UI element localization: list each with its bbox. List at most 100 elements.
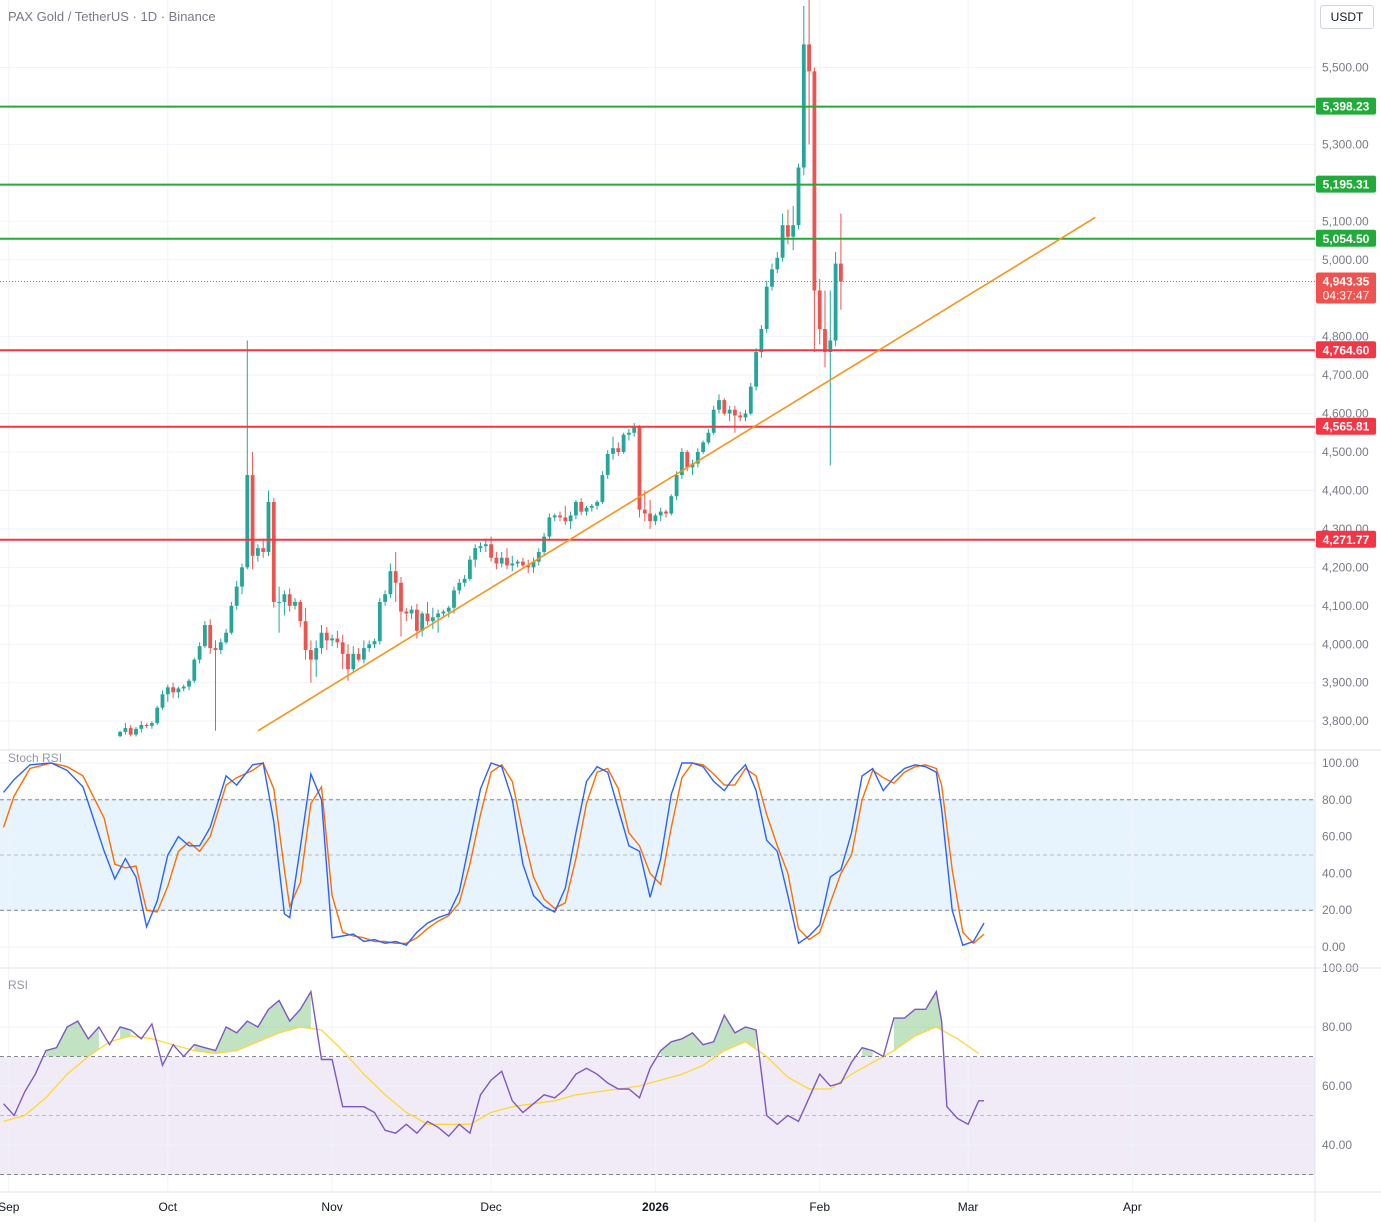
- candle-body: [256, 548, 260, 556]
- y-tick-label: 5,000.00: [1322, 253, 1369, 267]
- candle-body: [224, 632, 228, 643]
- support-price-tag: [1316, 341, 1376, 359]
- candle-body: [160, 694, 165, 708]
- candle-body: [685, 452, 690, 468]
- candle-body: [436, 613, 440, 618]
- candle-body: [542, 536, 546, 552]
- candle-body: [711, 409, 716, 433]
- candle-body: [261, 548, 266, 552]
- candle-body: [187, 680, 191, 687]
- candle-body: [420, 613, 425, 631]
- candle-body: [706, 432, 711, 443]
- resistance-price-tag: [1316, 229, 1376, 247]
- candle-body: [796, 167, 801, 226]
- candle-body: [733, 409, 737, 416]
- candle-body: [499, 557, 504, 564]
- candle-body: [738, 415, 743, 418]
- stoch-d-line: [2, 761, 985, 945]
- support-price-tag: [1316, 417, 1376, 435]
- candle-body: [377, 601, 382, 642]
- candle-body: [181, 686, 186, 689]
- candle-body: [616, 448, 621, 452]
- y-tick-label: 4,700.00: [1322, 368, 1369, 382]
- candle-body: [648, 513, 652, 522]
- candle-body: [674, 475, 679, 497]
- candle-body: [356, 653, 361, 660]
- rsi-overbought-fill: [893, 991, 942, 1051]
- candle-body: [415, 609, 419, 631]
- last-price-tag: [1316, 272, 1376, 304]
- candle-body: [144, 724, 149, 726]
- candle-body: [632, 427, 637, 433]
- candle-body: [627, 432, 631, 435]
- candle-body: [817, 290, 822, 329]
- resistance-price-tag: [1316, 97, 1376, 115]
- candle-body: [611, 448, 615, 454]
- x-tick-label: Dec: [480, 1200, 501, 1214]
- candle-body: [298, 601, 303, 622]
- y-tick-label: 4,000.00: [1322, 637, 1369, 651]
- y-tick-label: 4,100.00: [1322, 599, 1369, 613]
- rsi-tick-label: 80.00: [1322, 1020, 1352, 1034]
- stoch-tick-label: 20.00: [1322, 903, 1352, 917]
- countdown-label: 04:37:47: [1323, 289, 1370, 303]
- candle-body: [399, 582, 403, 612]
- candle-body: [701, 442, 705, 452]
- currency-button[interactable]: USDT: [1320, 5, 1374, 29]
- stoch-k-line: [2, 762, 985, 947]
- candle-body: [483, 544, 488, 547]
- rsi-band-fill: [0, 1057, 1315, 1175]
- candle-body: [468, 559, 472, 579]
- y-tick-label: 3,800.00: [1322, 714, 1369, 728]
- candle-body: [536, 551, 541, 562]
- candle-body: [123, 728, 128, 732]
- candle-body: [563, 517, 568, 522]
- support-price-label: 4,764.60: [1323, 343, 1370, 357]
- chart-title: PAX Gold / TetherUS · 1D · Binance: [8, 9, 216, 24]
- x-tick-label: Sep: [0, 1200, 20, 1214]
- stoch-rsi-label: Stoch RSI: [8, 751, 63, 765]
- candle-body: [579, 501, 584, 512]
- candle-body: [277, 601, 281, 603]
- resistance-price-label: 5,054.50: [1323, 232, 1370, 246]
- candle-body: [383, 594, 387, 602]
- candle-body: [351, 653, 356, 670]
- candle-body: [558, 515, 562, 518]
- candle-body: [589, 505, 594, 508]
- candle-body: [807, 44, 811, 72]
- candle-body: [515, 561, 520, 564]
- candle-body: [314, 648, 319, 660]
- candle-body: [245, 475, 250, 568]
- candle-body: [213, 648, 218, 651]
- candle-body: [531, 561, 536, 568]
- candle-body: [229, 605, 234, 633]
- candle-body: [754, 352, 758, 387]
- candle-body: [287, 594, 292, 606]
- candle-body: [780, 225, 785, 258]
- candle-body: [759, 328, 764, 353]
- candle-body: [330, 638, 334, 641]
- candle-body: [584, 507, 589, 512]
- rsi-overbought-fill: [660, 1015, 757, 1057]
- candle-body: [452, 590, 456, 608]
- y-tick-label: 4,500.00: [1322, 445, 1369, 459]
- resistance-price-label: 5,398.23: [1323, 100, 1370, 114]
- candle-body: [521, 561, 525, 566]
- stoch-tick-label: 100.00: [1322, 756, 1359, 770]
- x-tick-label: Nov: [321, 1200, 342, 1214]
- support-price-label: 4,565.81: [1323, 420, 1370, 434]
- candle-body: [839, 263, 843, 282]
- candle-body: [600, 475, 605, 502]
- candle-body: [234, 586, 239, 606]
- candle-body: [192, 659, 197, 681]
- candle-body: [489, 544, 493, 558]
- stoch-tick-label: 80.00: [1322, 793, 1352, 807]
- stoch-tick-label: 60.00: [1322, 830, 1352, 844]
- candle-body: [786, 225, 790, 237]
- candle-body: [203, 625, 207, 647]
- candle-body: [240, 567, 244, 587]
- y-tick-label: 4,200.00: [1322, 560, 1369, 574]
- y-tick-label: 4,600.00: [1322, 407, 1369, 421]
- candle-body: [462, 578, 467, 583]
